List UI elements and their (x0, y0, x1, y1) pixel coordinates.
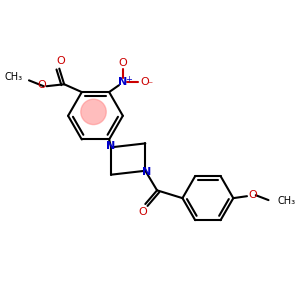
Text: CH₃: CH₃ (277, 196, 296, 206)
Text: CH₃: CH₃ (5, 72, 23, 82)
Text: O: O (248, 190, 257, 200)
Circle shape (81, 99, 106, 124)
Text: O: O (140, 77, 149, 87)
Text: N: N (106, 141, 115, 151)
Text: +: + (125, 75, 132, 84)
Text: N: N (142, 167, 151, 177)
Text: N: N (118, 77, 128, 87)
Text: O: O (37, 80, 46, 90)
Text: O: O (118, 58, 127, 68)
Text: O: O (56, 56, 64, 66)
Text: O: O (138, 207, 147, 217)
Text: ⁻: ⁻ (148, 80, 153, 90)
